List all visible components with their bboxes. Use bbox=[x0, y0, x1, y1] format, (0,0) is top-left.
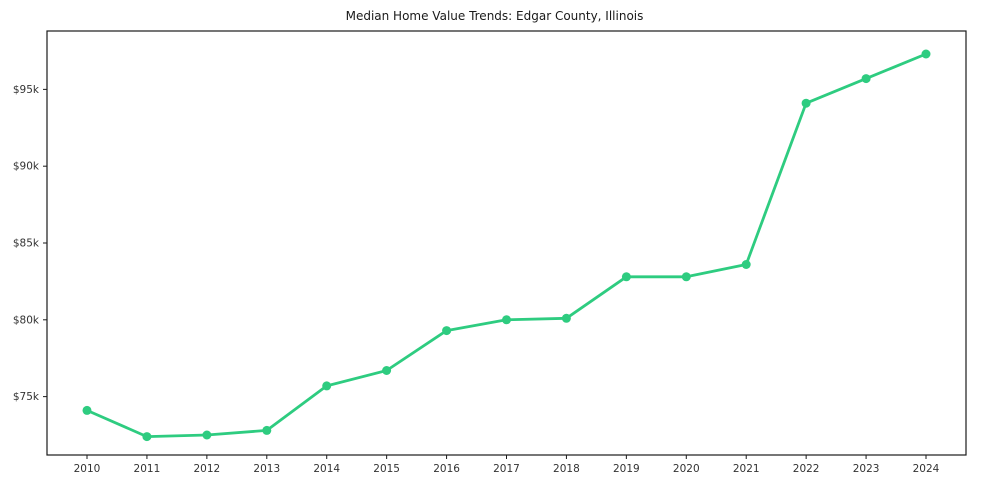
data-point bbox=[621, 272, 631, 282]
x-tick-label: 2020 bbox=[673, 463, 700, 475]
x-tick-label: 2012 bbox=[193, 463, 220, 475]
x-tick-label: 2022 bbox=[793, 463, 820, 475]
data-point bbox=[561, 313, 571, 323]
y-tick-label: $90k bbox=[13, 161, 40, 173]
x-tick-label: 2013 bbox=[253, 463, 280, 475]
x-tick-label: 2023 bbox=[853, 463, 880, 475]
data-point bbox=[801, 98, 811, 108]
x-tick-label: 2015 bbox=[373, 463, 400, 475]
data-point bbox=[322, 381, 332, 391]
y-tick-label: $85k bbox=[13, 238, 40, 250]
x-tick-label: 2019 bbox=[613, 463, 640, 475]
x-tick-label: 2018 bbox=[553, 463, 580, 475]
data-point bbox=[861, 74, 871, 84]
data-point bbox=[142, 432, 152, 442]
data-point bbox=[82, 405, 92, 415]
data-point bbox=[262, 425, 272, 435]
data-point bbox=[202, 430, 212, 440]
data-point bbox=[741, 260, 751, 269]
data-point bbox=[921, 49, 931, 59]
data-point bbox=[681, 272, 691, 282]
x-tick-label: 2010 bbox=[74, 463, 101, 475]
y-tick-label: $95k bbox=[13, 84, 40, 96]
x-tick-label: 2014 bbox=[313, 463, 340, 475]
data-line bbox=[85, 52, 928, 439]
data-point bbox=[442, 326, 452, 336]
x-tick-label: 2021 bbox=[733, 463, 760, 475]
data-point bbox=[502, 315, 511, 325]
x-tick-label: 2011 bbox=[134, 463, 161, 475]
y-tick-label: $75k bbox=[13, 391, 40, 403]
x-tick-label: 2024 bbox=[913, 463, 940, 475]
y-tick-label: $80k bbox=[13, 314, 40, 326]
x-tick-label: 2017 bbox=[493, 463, 520, 475]
data-point bbox=[382, 366, 392, 375]
chart-title: Median Home Value Trends: Edgar County, … bbox=[345, 9, 644, 23]
x-tick-label: 2016 bbox=[433, 463, 460, 475]
